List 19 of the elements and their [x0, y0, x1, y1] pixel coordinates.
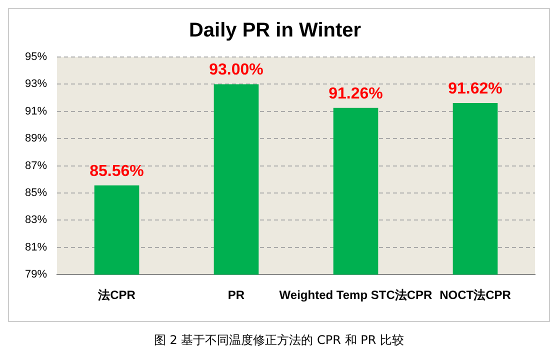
chart-title: Daily PR in Winter — [188, 20, 362, 42]
data-label: 91.62% — [448, 80, 502, 98]
y-tick-label: 83% — [24, 214, 48, 226]
data-label: 85.56% — [90, 162, 144, 180]
y-tick-label: 87% — [24, 160, 48, 172]
y-tick-label: 93% — [24, 78, 48, 90]
y-tick-label: 79% — [24, 268, 48, 281]
x-tick-label: 法CPR — [97, 288, 136, 302]
y-tick-label: 91% — [24, 105, 48, 118]
y-tick-label: 95% — [24, 51, 48, 64]
caption: 图 2 基于不同温度修正方法的 CPR 和 PR 比较 — [152, 332, 406, 349]
data-label: 91.26% — [328, 85, 383, 102]
data-label: 93.00% — [209, 62, 264, 79]
y-tick-label: 85% — [24, 187, 48, 200]
y-tick-label: 81% — [24, 241, 48, 254]
x-tick-label: Weighted Temp STC法CPR — [279, 288, 433, 302]
x-tick-label: PR — [228, 288, 245, 302]
y-tick-label: 89% — [24, 132, 48, 145]
x-tick-label: NOCT法CPR — [440, 288, 512, 302]
